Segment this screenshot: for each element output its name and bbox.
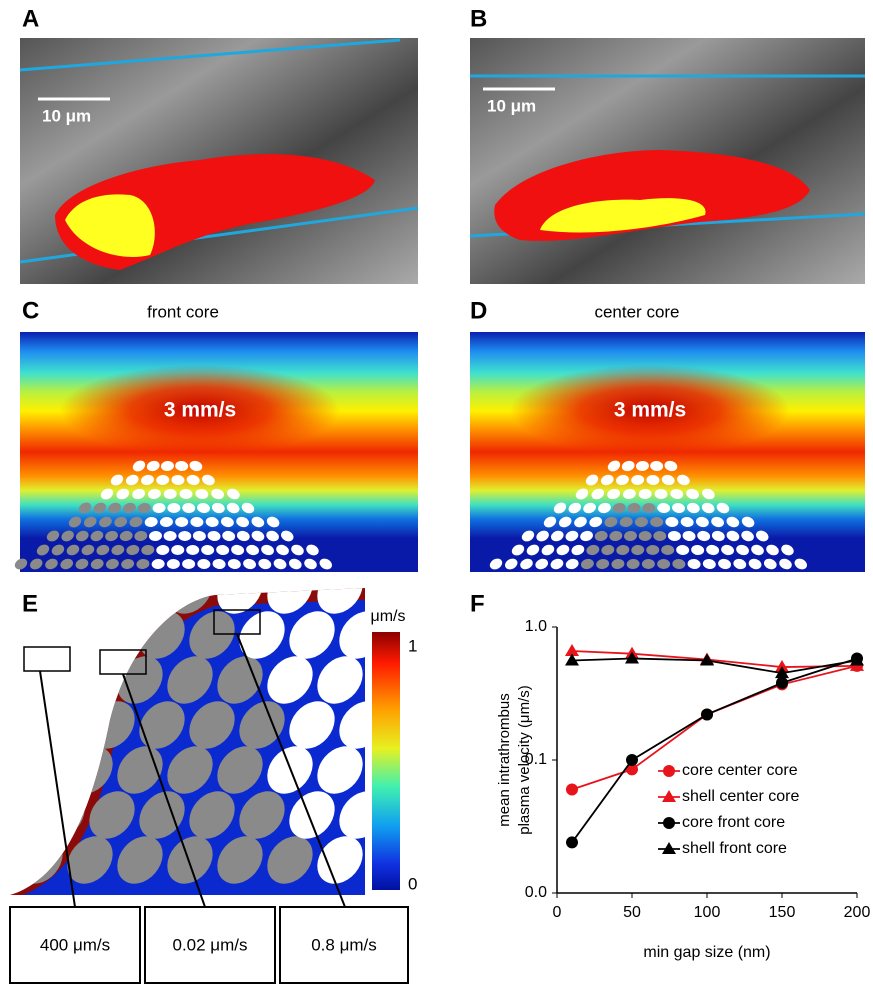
cell xyxy=(650,517,663,527)
panel-label: F xyxy=(470,590,485,617)
legend-label: shell center core xyxy=(682,788,799,805)
x-tick-label: 150 xyxy=(769,904,796,921)
colorbar-unit: μm/s xyxy=(371,608,406,625)
scale-bar-label: 10 μm xyxy=(42,106,91,125)
y-tick-label: 0.1 xyxy=(525,751,547,768)
cell xyxy=(642,503,655,513)
legend-label: core front core xyxy=(682,814,785,831)
legend-marker xyxy=(663,765,675,777)
pore-flow-map: μm/s 1 0 400 μm/s 0.02 μm/s 0.8 μm/s xyxy=(8,557,418,983)
cell xyxy=(167,503,180,513)
x-axis-label: min gap size (nm) xyxy=(643,944,770,961)
x-tick-label: 200 xyxy=(844,904,871,921)
marker xyxy=(626,754,638,766)
legend-label: core center core xyxy=(682,762,798,779)
y-tick-label: 1.0 xyxy=(525,618,547,635)
flow-map-c: front core 3 mm/s xyxy=(13,302,418,572)
scale-bar-label: 10 μm xyxy=(487,96,536,115)
flow-map-d: center core 3 mm/s xyxy=(470,302,865,572)
legend-label: shell front core xyxy=(682,840,787,857)
x-tick-label: 100 xyxy=(694,904,721,921)
velocity-label: 3 mm/s xyxy=(614,399,686,422)
panel-label: E xyxy=(22,590,38,617)
legend-marker xyxy=(662,790,676,802)
pore-cell xyxy=(80,602,144,668)
panel-label: D xyxy=(470,297,487,324)
micrograph-b: 10 μm xyxy=(470,38,865,284)
box-label: 0.8 μm/s xyxy=(311,935,377,954)
panel-label: C xyxy=(22,297,39,324)
micrograph-a: 10 μm xyxy=(20,38,418,284)
legend-marker xyxy=(662,842,676,854)
colorbar-max: 1 xyxy=(408,636,417,655)
marker xyxy=(701,708,713,720)
x-tick-label: 50 xyxy=(623,904,641,921)
page: A B C D E F 10 μm 10 μm front core 3 mm/… xyxy=(0,0,873,990)
chart: mean intrathrombus plasma velocity (μm/s… xyxy=(496,618,870,961)
marker xyxy=(566,836,578,848)
legend-marker xyxy=(663,817,675,829)
pore-cell xyxy=(8,737,72,803)
pore-cell xyxy=(30,692,94,758)
panel-title: center core xyxy=(594,302,679,321)
panel-title: front core xyxy=(147,302,219,321)
panel-label: B xyxy=(470,5,487,32)
marker xyxy=(566,784,578,796)
figure: A B C D E F 10 μm 10 μm front core 3 mm/… xyxy=(0,0,873,985)
y-tick-label: 0.0 xyxy=(525,884,547,901)
marker xyxy=(776,677,788,689)
panel-label: A xyxy=(22,5,39,32)
y-axis-label: mean intrathrombus xyxy=(496,693,513,826)
box-label: 0.02 μm/s xyxy=(173,935,248,954)
box-label: 400 μm/s xyxy=(40,935,110,954)
cell xyxy=(175,517,188,527)
velocity-label: 3 mm/s xyxy=(164,399,236,422)
x-tick-label: 0 xyxy=(553,904,562,921)
colorbar-min: 0 xyxy=(408,874,417,893)
